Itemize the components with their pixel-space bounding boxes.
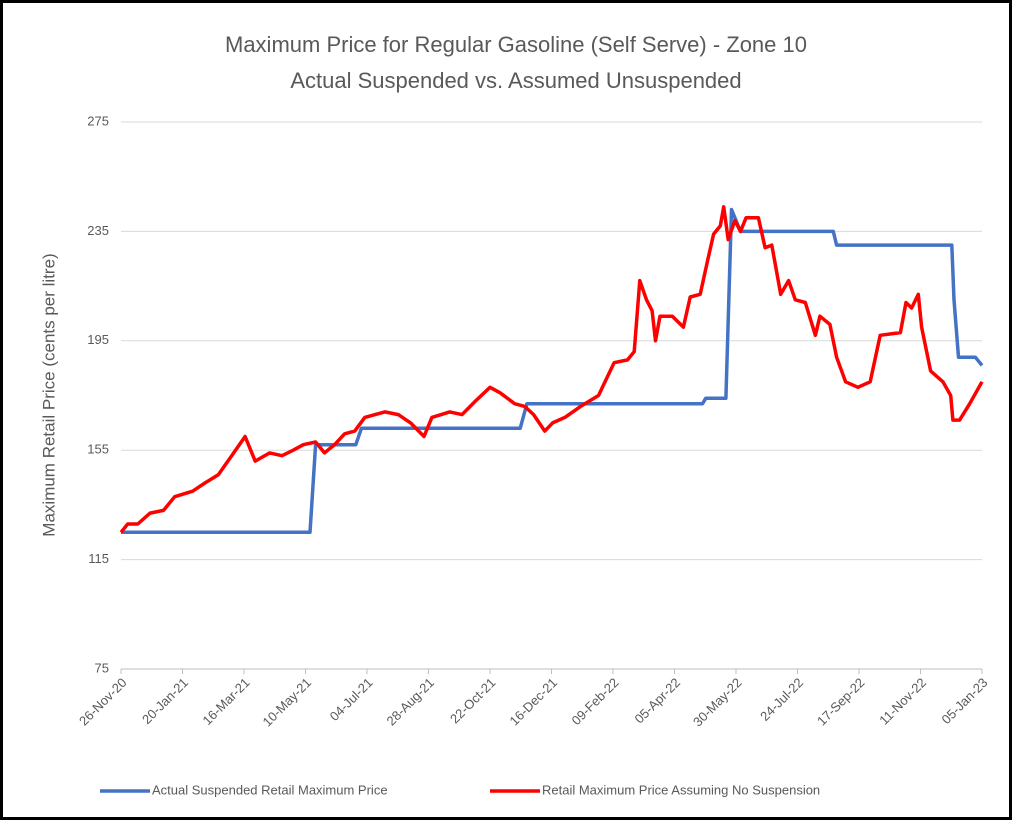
- chart-title: Maximum Price for Regular Gasoline (Self…: [225, 32, 807, 57]
- y-tick-label: 155: [87, 442, 109, 457]
- series-line: [121, 207, 984, 535]
- y-tick-label: 75: [95, 660, 109, 675]
- y-tick-label: 115: [88, 551, 109, 566]
- chart-subtitle: Actual Suspended vs. Assumed Unsuspended: [290, 68, 741, 93]
- y-tick-label: 235: [87, 223, 109, 238]
- y-tick-label: 275: [87, 113, 109, 128]
- y-axis-label: Maximum Retail Price (cents per litre): [39, 253, 58, 536]
- legend-label: Actual Suspended Retail Maximum Price: [152, 782, 388, 797]
- legend-label: Retail Maximum Price Assuming No Suspens…: [542, 782, 820, 797]
- series-line: [119, 205, 984, 534]
- y-tick-label: 195: [87, 332, 109, 347]
